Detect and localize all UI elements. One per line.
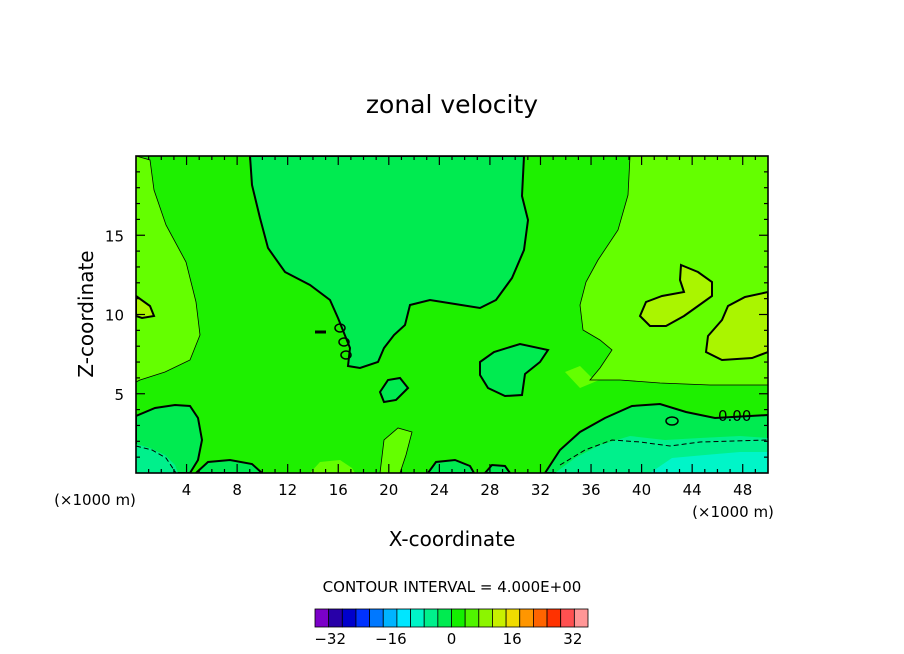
region-left xyxy=(136,156,200,382)
contour-interval: CONTOUR INTERVAL = 4.000E+00 xyxy=(323,578,582,596)
region-blob-2 xyxy=(704,290,768,362)
x-axis-label: X-coordinate xyxy=(389,527,516,551)
colorbar-swatch xyxy=(341,608,357,628)
colorbar-swatch xyxy=(328,608,343,628)
x-unit-right: (×1000 m) xyxy=(692,503,774,521)
colorbar-tick-label: 0 xyxy=(447,630,457,648)
region-center-negative xyxy=(248,156,530,370)
y-tick-label: 15 xyxy=(105,227,124,245)
region-sliver xyxy=(565,366,604,388)
colorbar-swatch xyxy=(492,608,507,628)
region-small-1 xyxy=(479,342,550,398)
colorbar: −32 −16 0 16 32 xyxy=(314,608,589,648)
colorbar-swatch xyxy=(560,608,575,628)
colorbar-swatch xyxy=(423,608,439,628)
x-tick-label: 40 xyxy=(632,481,651,499)
colorbar-swatch xyxy=(382,608,398,628)
y-tick-label: 10 xyxy=(105,307,124,325)
x-tick-label: 20 xyxy=(379,481,398,499)
colorbar-swatch xyxy=(410,608,425,628)
colorbar-swatch xyxy=(314,608,330,628)
chart-title: zonal velocity xyxy=(366,90,538,119)
x-tick-label: 32 xyxy=(531,481,550,499)
x-unit-left: (×1000 m) xyxy=(54,491,136,509)
region-bottom-right-cyan2 xyxy=(650,452,768,473)
colorbar-swatch xyxy=(437,608,452,628)
colorbar-swatch xyxy=(546,608,562,628)
y-axis-label: Z-coordinate xyxy=(74,250,98,377)
x-tick-label: 24 xyxy=(430,481,449,499)
region-lower-mid2 xyxy=(310,460,355,473)
colorbar-swatch xyxy=(478,608,493,628)
x-tick-label: 4 xyxy=(182,481,192,499)
x-tick-label: 16 xyxy=(329,481,348,499)
colorbar-tick-label: −32 xyxy=(314,630,346,648)
x-tick-label: 44 xyxy=(683,481,702,499)
colorbar-tick-label: 32 xyxy=(563,630,582,648)
colorbar-tick-label: −16 xyxy=(375,630,407,648)
x-tick-label: 12 xyxy=(278,481,297,499)
colorbar-swatch xyxy=(451,608,466,628)
colorbar-swatch xyxy=(396,608,411,628)
region-blob-3 xyxy=(136,294,156,320)
region-small-2 xyxy=(378,376,410,404)
region-bottom-b1 xyxy=(194,458,264,473)
colorbar-swatch xyxy=(464,608,480,628)
colorbar-swatch xyxy=(533,608,548,628)
x-tick-label: 8 xyxy=(232,481,242,499)
plot-area xyxy=(136,156,768,473)
region-bottom-left-cyan xyxy=(136,444,178,473)
region-blob-1 xyxy=(638,263,713,327)
colorbar-tick-label: 16 xyxy=(503,630,522,648)
region-lower-mid xyxy=(380,428,412,473)
x-tick-label: 28 xyxy=(480,481,499,499)
colorbar-swatch xyxy=(355,608,371,628)
x-tick-label: 36 xyxy=(581,481,600,499)
colorbar-swatch xyxy=(505,608,521,628)
x-tick-label: 48 xyxy=(733,481,752,499)
colorbar-swatch xyxy=(519,608,534,628)
colorbar-swatch xyxy=(369,608,384,628)
colorbar-swatch xyxy=(573,608,589,628)
y-tick-label: 5 xyxy=(114,386,124,404)
contour-label: 0.00 xyxy=(718,407,751,425)
